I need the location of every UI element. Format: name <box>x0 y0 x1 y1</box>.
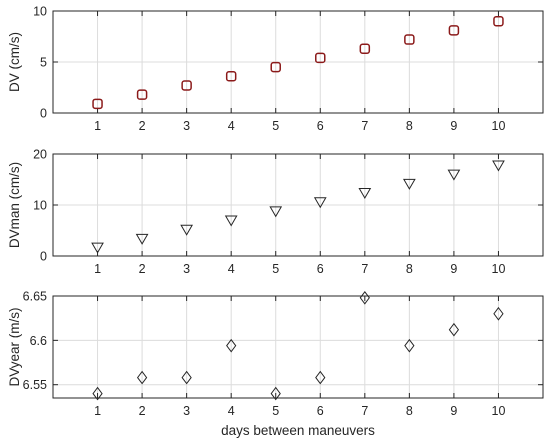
data-point-square <box>136 89 148 100</box>
x-tick-label: 1 <box>94 404 101 418</box>
plot-panel-1: 1 2 3 4 5 6 7 8 9 10 0 5 10 DV (cm/s) <box>7 5 544 133</box>
x-tick-label: 8 <box>406 119 413 133</box>
axes-frame <box>52 295 544 399</box>
x-tick-label: 2 <box>139 119 146 133</box>
data-point-triangle <box>313 197 327 209</box>
data-point-square <box>181 80 192 91</box>
data-point-diamond <box>493 306 504 321</box>
x-tick-label: 9 <box>450 262 457 276</box>
data-point-diamond <box>270 386 281 401</box>
x-tick-label: 6 <box>317 404 324 418</box>
y-tick-label: 0 <box>40 107 47 121</box>
x-tick-label: 9 <box>450 404 457 418</box>
x-tick-label: 4 <box>228 262 235 276</box>
x-tick-label: 5 <box>272 404 279 418</box>
data-point-square <box>448 25 460 36</box>
x-tick-label: 3 <box>183 119 190 133</box>
data-point-diamond <box>404 338 415 353</box>
data-point-diamond <box>448 322 460 337</box>
x-tick-label: 9 <box>450 119 457 133</box>
data-point-triangle <box>447 169 461 181</box>
data-point-diamond <box>359 290 370 305</box>
y-axis-label: DVyear (m/s) <box>7 307 22 386</box>
data-point-diamond <box>315 370 326 385</box>
x-tick-label: 8 <box>406 404 413 418</box>
data-point-square <box>359 43 371 54</box>
y-axis-label: DV (cm/s) <box>7 32 22 92</box>
data-point-square <box>225 71 237 82</box>
x-tick-label: 6 <box>317 262 324 276</box>
data-point-square <box>404 34 415 45</box>
data-point-square <box>270 61 281 73</box>
y-tick-label: 0 <box>40 250 47 264</box>
x-tick-label: 3 <box>183 262 190 276</box>
x-tick-label: 4 <box>228 119 235 133</box>
data-point-square <box>92 98 103 110</box>
y-tick-label: 6.6 <box>30 334 47 348</box>
x-tick-label: 2 <box>139 262 146 276</box>
x-tick-label: 7 <box>361 119 368 133</box>
x-tick-label: 2 <box>139 404 146 418</box>
data-point-triangle <box>180 224 194 236</box>
data-point-triangle <box>135 233 149 245</box>
x-tick-label: 10 <box>492 119 506 133</box>
x-tick-label: 1 <box>94 119 101 133</box>
data-point-triangle <box>402 178 416 190</box>
y-tick-label: 20 <box>33 148 47 162</box>
x-tick-label: 5 <box>272 119 279 133</box>
data-point-triangle <box>269 206 283 218</box>
x-axis-label: days between maneuvers <box>221 423 375 438</box>
x-tick-label: 10 <box>492 262 506 276</box>
data-point-square <box>315 52 326 64</box>
data-point-square <box>493 15 504 27</box>
y-tick-label: 10 <box>33 199 47 213</box>
x-tick-label: 5 <box>272 262 279 276</box>
data-point-triangle <box>91 242 104 254</box>
data-point-diamond <box>136 370 148 385</box>
x-tick-label: 8 <box>406 262 413 276</box>
plot-panel-2: 1 2 3 4 5 6 7 8 9 10 0 10 20 DVman (cm/s) <box>7 148 544 276</box>
x-tick-label: 3 <box>183 404 190 418</box>
y-tick-label: 6.55 <box>23 378 47 392</box>
data-point-triangle <box>492 160 505 172</box>
y-tick-label: 5 <box>40 56 47 70</box>
y-tick-label: 6.65 <box>23 290 47 304</box>
y-axis-label: DVman (cm/s) <box>7 162 22 248</box>
x-tick-label: 1 <box>94 262 101 276</box>
x-tick-label: 4 <box>228 404 235 418</box>
data-point-diamond <box>92 386 103 401</box>
data-point-diamond <box>181 370 192 385</box>
x-tick-label: 7 <box>361 262 368 276</box>
y-tick-label: 10 <box>33 5 47 19</box>
x-tick-label: 10 <box>492 404 506 418</box>
x-tick-label: 7 <box>361 404 368 418</box>
data-point-triangle <box>224 215 238 227</box>
data-point-diamond <box>226 338 237 353</box>
data-point-triangle <box>358 188 372 200</box>
x-tick-label: 6 <box>317 119 324 133</box>
